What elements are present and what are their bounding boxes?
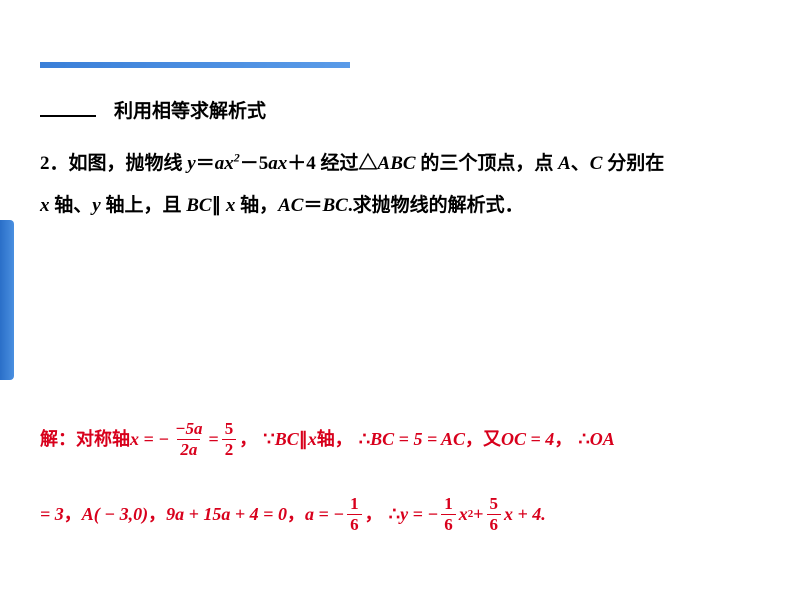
frac-1: −5a 2a: [172, 420, 205, 459]
problem-t4: 、: [571, 153, 590, 174]
line2-t4: .求抛物线的解析式．: [348, 195, 524, 216]
minus-5: －5: [240, 153, 269, 174]
solution-line-1: 解：对称轴 x = − −5a 2a = 5 2 ， ∵ BC ∥ x 轴， ∴…: [40, 420, 764, 459]
problem-t3: 的三个顶点，点: [416, 153, 559, 174]
you: 又: [483, 430, 501, 448]
therefore2: ∴: [578, 430, 589, 448]
problem-t1: 如图，抛物线: [69, 153, 188, 174]
seg-BC: BC: [186, 195, 211, 216]
problem-t5: 分别在: [602, 153, 664, 174]
parallel-sym: ∥: [212, 195, 222, 216]
A-point: A( − 3,0): [82, 505, 148, 523]
problem-t2: 经过△: [316, 153, 378, 174]
frac-3: 1 6: [347, 495, 362, 534]
bc-eq: BC = 5 = AC: [370, 430, 465, 448]
x-axis-sol: x: [308, 430, 317, 448]
var-ax: ax: [268, 153, 287, 174]
axis-cn: 轴，: [317, 430, 353, 448]
frac2-den: 2: [222, 439, 237, 459]
axis-y: y: [92, 195, 100, 216]
var-x: x: [224, 153, 234, 174]
eq3: = 3: [40, 505, 64, 523]
section-heading-row: 利用相等求解析式: [40, 96, 764, 123]
line2-t3: 轴，: [235, 195, 278, 216]
problem-number: 2．: [40, 153, 69, 174]
blank-underline: [40, 103, 96, 117]
frac-2: 5 2: [222, 420, 237, 459]
comma2: ，: [465, 430, 483, 448]
plus-sign: +: [473, 505, 483, 523]
comma1: ，: [239, 430, 257, 448]
section-title: 利用相等求解析式: [114, 96, 266, 123]
frac5-den: 6: [487, 514, 502, 534]
line2-t1: 轴、: [50, 195, 93, 216]
comma3: ，: [554, 430, 572, 448]
because: ∵: [263, 430, 274, 448]
sol-label: 解：对称轴: [40, 430, 130, 448]
pt-A: A: [558, 153, 571, 174]
y-eq: y = −: [400, 505, 438, 523]
comma6: ，: [287, 505, 305, 523]
top-decorative-line: [40, 62, 350, 68]
oa: OA: [590, 430, 615, 448]
triangle-abc: ABC: [378, 153, 416, 174]
frac3-den: 6: [347, 514, 362, 534]
comma4: ，: [64, 505, 82, 523]
frac4-den: 6: [441, 514, 456, 534]
a-eq: a = −: [305, 505, 344, 523]
axis-x2: x: [221, 195, 235, 216]
frac1-den: 2a: [177, 439, 200, 459]
eq-2: =: [208, 430, 218, 448]
solution-block: 解：对称轴 x = − −5a 2a = 5 2 ， ∵ BC ∥ x 轴， ∴…: [40, 420, 764, 533]
problem-text: 2．如图，抛物线 y＝ax2－5ax＋4 经过△ABC 的三个顶点，点 A、C …: [40, 143, 764, 227]
comma5: ，: [148, 505, 166, 523]
axis-x: x: [40, 195, 50, 216]
pt-C: C: [590, 153, 603, 174]
frac2-num: 5: [222, 420, 237, 439]
therefore1: ∴: [359, 430, 370, 448]
seg-AC: AC: [278, 195, 303, 216]
parallel-sol: ∥: [299, 430, 308, 448]
eq-sign-2: ＝: [303, 195, 322, 216]
frac-4: 1 6: [441, 495, 456, 534]
therefore3: ∴: [389, 505, 400, 523]
eq-sign: ＝: [196, 153, 215, 174]
frac5-num: 5: [487, 495, 502, 514]
frac3-num: 1: [347, 495, 362, 514]
solution-line-2: = 3 ， A( − 3,0) ， 9a + 15a + 4 = 0 ， a =…: [40, 495, 764, 534]
var-y: y: [187, 153, 195, 174]
oc-eq: OC = 4: [501, 430, 554, 448]
line2-t2: 轴上，且: [101, 195, 187, 216]
left-accent-bar: [0, 220, 14, 380]
frac1-num: −5a: [172, 420, 205, 439]
bc-sol: BC: [275, 430, 299, 448]
content-area: 利用相等求解析式 2．如图，抛物线 y＝ax2－5ax＋4 经过△ABC 的三个…: [40, 96, 764, 227]
x-eq: x = −: [130, 430, 169, 448]
x-sq: x: [459, 505, 468, 523]
frac-5: 5 6: [487, 495, 502, 534]
var-a: a: [215, 153, 225, 174]
x-end: x + 4.: [504, 505, 546, 523]
seg-BC2: BC: [322, 195, 347, 216]
comma7: ，: [365, 505, 383, 523]
plus-4: ＋4: [287, 153, 316, 174]
poly: 9a + 15a + 4 = 0: [166, 505, 287, 523]
frac4-num: 1: [441, 495, 456, 514]
